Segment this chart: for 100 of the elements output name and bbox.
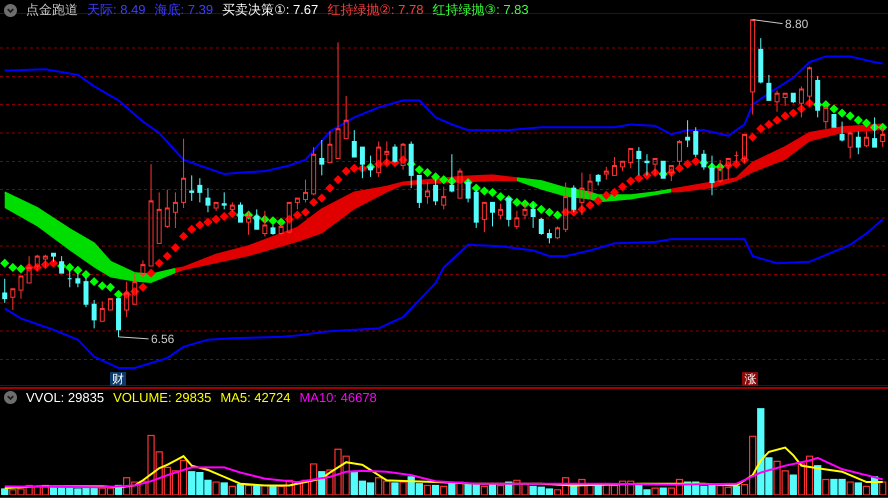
bar (399, 481, 407, 495)
bar (822, 478, 830, 495)
candlestick (181, 138, 186, 208)
candlestick (51, 252, 56, 262)
candlestick (270, 224, 276, 236)
candlestick (67, 270, 72, 288)
candlestick (726, 158, 731, 180)
candlestick (604, 166, 609, 180)
candlestick (327, 131, 332, 164)
candlestick (26, 256, 32, 284)
annotation: 财 (110, 372, 126, 386)
candlestick (92, 300, 97, 329)
candlestick (75, 272, 80, 288)
candlestick (132, 272, 138, 305)
candlestick (668, 165, 674, 182)
candlestick (774, 90, 780, 112)
candlestick (164, 189, 170, 228)
candlestick (172, 192, 178, 228)
candlestick (2, 278, 8, 304)
candlestick (246, 212, 252, 236)
candlestick (693, 126, 698, 158)
candlestick (620, 160, 626, 172)
candlestick (116, 298, 122, 338)
candlestick (588, 174, 593, 200)
text: MA10: 46678 (299, 390, 377, 405)
bar (651, 488, 659, 495)
annotation: 海底: 7.39 (154, 1, 214, 19)
candlestick (294, 198, 300, 210)
candlestick (303, 179, 308, 203)
candlestick (466, 179, 471, 203)
bar (496, 484, 504, 495)
candlestick (262, 210, 268, 237)
candlestick (384, 140, 390, 165)
candlestick (758, 38, 764, 84)
candlestick (474, 189, 479, 228)
candlestick (571, 184, 576, 213)
annotation: 红持绿抛②: 7.78 (327, 1, 424, 19)
candlestick (840, 121, 845, 142)
candlestick (238, 202, 243, 223)
bar (424, 484, 432, 495)
text: VVOL: 29835 (26, 390, 104, 405)
bar (220, 482, 228, 495)
bar (732, 486, 740, 495)
candlestick (10, 288, 16, 310)
candlestick (189, 174, 194, 202)
candlestick (872, 116, 878, 148)
candlestick (205, 188, 210, 213)
bar (253, 484, 260, 495)
candlestick (490, 202, 495, 227)
candlestick (628, 148, 634, 169)
candlestick (84, 276, 88, 308)
bar (594, 484, 602, 495)
candlestick (652, 158, 658, 176)
candlestick (214, 202, 219, 212)
candlestick (18, 275, 24, 300)
candlestick (660, 160, 666, 179)
candlestick (148, 164, 154, 267)
candlestick (848, 131, 853, 159)
bar (261, 484, 269, 495)
bar (244, 484, 252, 495)
candlestick (676, 140, 682, 166)
candlestick (449, 154, 454, 193)
candlestick (815, 76, 820, 118)
candlestick (546, 228, 552, 244)
bar (448, 482, 456, 495)
candlestick (286, 202, 292, 234)
text: MA5: 42724 (220, 390, 290, 405)
candlestick (530, 203, 536, 228)
annotation: 涨 (742, 372, 758, 386)
text: VOLUME: 29835 (113, 390, 212, 405)
candlestick (222, 192, 227, 210)
candlestick (506, 198, 512, 227)
candlestick (140, 260, 146, 278)
candlestick (482, 202, 487, 233)
candlestick (750, 19, 756, 116)
bar (228, 486, 236, 495)
candlestick (831, 114, 836, 128)
bar (854, 482, 862, 495)
candlestick (433, 179, 438, 206)
candlestick (798, 86, 804, 118)
bar (846, 481, 854, 495)
annotation: 6.56 (151, 332, 175, 346)
candlestick (59, 256, 64, 274)
candlestick (368, 155, 374, 178)
bar (440, 486, 448, 495)
candlestick (336, 42, 341, 159)
candlestick (416, 174, 422, 208)
annotation: 天际: 8.49 (87, 1, 146, 19)
candlestick (710, 155, 714, 196)
candlestick (807, 66, 812, 107)
candlestick (392, 144, 398, 164)
candlestick (319, 140, 324, 176)
candlestick (538, 217, 544, 236)
candlestick (685, 120, 690, 148)
annotation: 8.80 (785, 17, 809, 31)
bar (814, 465, 822, 495)
bar (1, 488, 8, 495)
bar (432, 484, 440, 495)
candlestick (555, 226, 560, 240)
bar (236, 484, 244, 495)
